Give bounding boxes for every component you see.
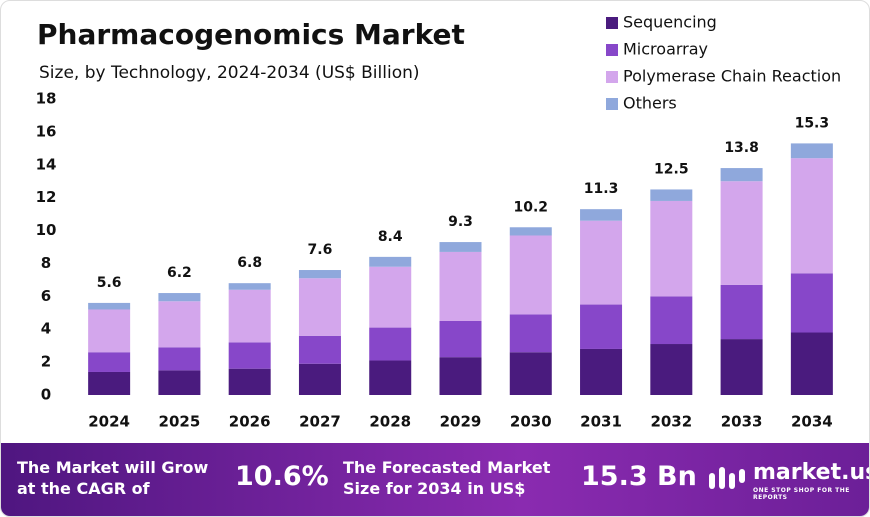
- bar-segment: [298, 335, 341, 364]
- total-label: 11.3: [584, 181, 619, 197]
- x-tick-label: 2034: [791, 413, 833, 431]
- total-label: 9.3: [448, 214, 473, 230]
- bar-segment: [158, 370, 201, 395]
- x-tick-label: 2026: [229, 413, 271, 431]
- total-label: 13.8: [724, 140, 759, 156]
- total-label: 6.2: [167, 265, 192, 281]
- y-tick-label: 16: [36, 122, 57, 140]
- bar-segment: [439, 357, 482, 395]
- bar-segment: [298, 363, 341, 395]
- forecast-text: The Forecasted Market Size for 2034 in U…: [343, 458, 551, 498]
- total-label: 12.5: [654, 161, 689, 177]
- bar-segment: [509, 314, 552, 353]
- y-tick-label: 14: [36, 155, 57, 173]
- x-tick-label: 2031: [580, 413, 622, 431]
- legend-swatch: [606, 98, 618, 110]
- brand-name: market.us: [753, 460, 870, 485]
- bar-segment: [790, 143, 833, 159]
- bar-segment: [509, 235, 552, 315]
- bar-segment: [158, 347, 201, 371]
- legend-swatch: [606, 44, 618, 56]
- bar-segment: [720, 168, 763, 182]
- legend-swatch: [606, 71, 618, 83]
- bar-segment: [650, 200, 693, 297]
- bar-segment: [228, 283, 271, 290]
- chart-subtitle: Size, by Technology, 2024-2034 (US$ Bill…: [39, 63, 420, 83]
- bar-segment: [158, 301, 201, 348]
- bar-segment: [369, 360, 412, 395]
- total-label: 8.4: [378, 229, 403, 245]
- bar-segment: [298, 278, 341, 336]
- bar-segment: [88, 352, 131, 372]
- bar-segment: [650, 344, 693, 395]
- cagr-text: The Market will Grow at the CAGR of: [17, 458, 209, 498]
- forecast-value: 15.3 Bn: [581, 461, 697, 492]
- bar-segment: [720, 339, 763, 395]
- total-label: 15.3: [795, 115, 830, 131]
- legend-label: Others: [623, 94, 677, 113]
- bar-segment: [790, 273, 833, 333]
- y-tick-label: 18: [36, 90, 57, 108]
- total-label: 7.6: [308, 242, 333, 258]
- total-label: 10.2: [513, 199, 548, 215]
- bar-segment: [369, 266, 412, 328]
- x-tick-label: 2024: [88, 413, 130, 431]
- x-tick-label: 2028: [369, 413, 411, 431]
- brand-logo: [709, 467, 745, 489]
- bar-segment: [88, 302, 131, 310]
- legend-swatch: [606, 17, 618, 29]
- y-tick-label: 0: [41, 386, 51, 404]
- footer-banner: The Market will Grow at the CAGR of 10.6…: [1, 443, 869, 516]
- bar-segment: [580, 304, 623, 349]
- y-tick-label: 8: [41, 254, 51, 272]
- total-label: 6.8: [237, 255, 262, 271]
- bar-segment: [298, 270, 341, 279]
- bar-segment: [369, 256, 412, 267]
- bar-segment: [158, 293, 201, 302]
- x-tick-label: 2027: [299, 413, 341, 431]
- y-tick-label: 10: [36, 221, 57, 239]
- x-tick-label: 2025: [159, 413, 201, 431]
- bar-segment: [439, 242, 482, 252]
- bar-segment: [580, 348, 623, 395]
- y-tick-label: 6: [41, 287, 51, 305]
- bar-segment: [790, 332, 833, 395]
- bar-segment: [369, 327, 412, 361]
- bar-segment: [650, 296, 693, 345]
- bar-segment: [650, 189, 693, 201]
- cagr-value: 10.6%: [235, 461, 329, 492]
- chart: Pharmacogenomics Market Size, by Technol…: [36, 13, 842, 431]
- bar-segment: [509, 227, 552, 236]
- legend-label: Sequencing: [623, 13, 717, 32]
- bar-segment: [88, 309, 131, 353]
- legend-label: Microarray: [623, 40, 708, 59]
- bar-segment: [439, 321, 482, 358]
- x-tick-label: 2029: [440, 413, 482, 431]
- x-tick-label: 2032: [650, 413, 692, 431]
- x-tick-label: 2030: [510, 413, 552, 431]
- bar-segment: [790, 158, 833, 274]
- bar-segment: [509, 352, 552, 395]
- bar-segment: [228, 289, 271, 343]
- bar-segment: [580, 220, 623, 305]
- bar-segment: [720, 181, 763, 285]
- total-label: 5.6: [97, 275, 122, 291]
- x-tick-label: 2033: [721, 413, 763, 431]
- bar-segment: [228, 342, 271, 369]
- bar-segment: [580, 209, 623, 221]
- brand-tagline: ONE STOP SHOP FOR THE REPORTS: [753, 487, 850, 501]
- bar-segment: [439, 251, 482, 321]
- bar-segment: [720, 284, 763, 340]
- y-tick-label: 2: [41, 353, 51, 371]
- bar-segment: [88, 371, 131, 395]
- bar-segment: [228, 368, 271, 395]
- legend-label: Polymerase Chain Reaction: [623, 67, 841, 86]
- y-tick-label: 4: [41, 320, 51, 338]
- y-tick-label: 12: [36, 188, 57, 206]
- chart-title: Pharmacogenomics Market: [37, 18, 465, 51]
